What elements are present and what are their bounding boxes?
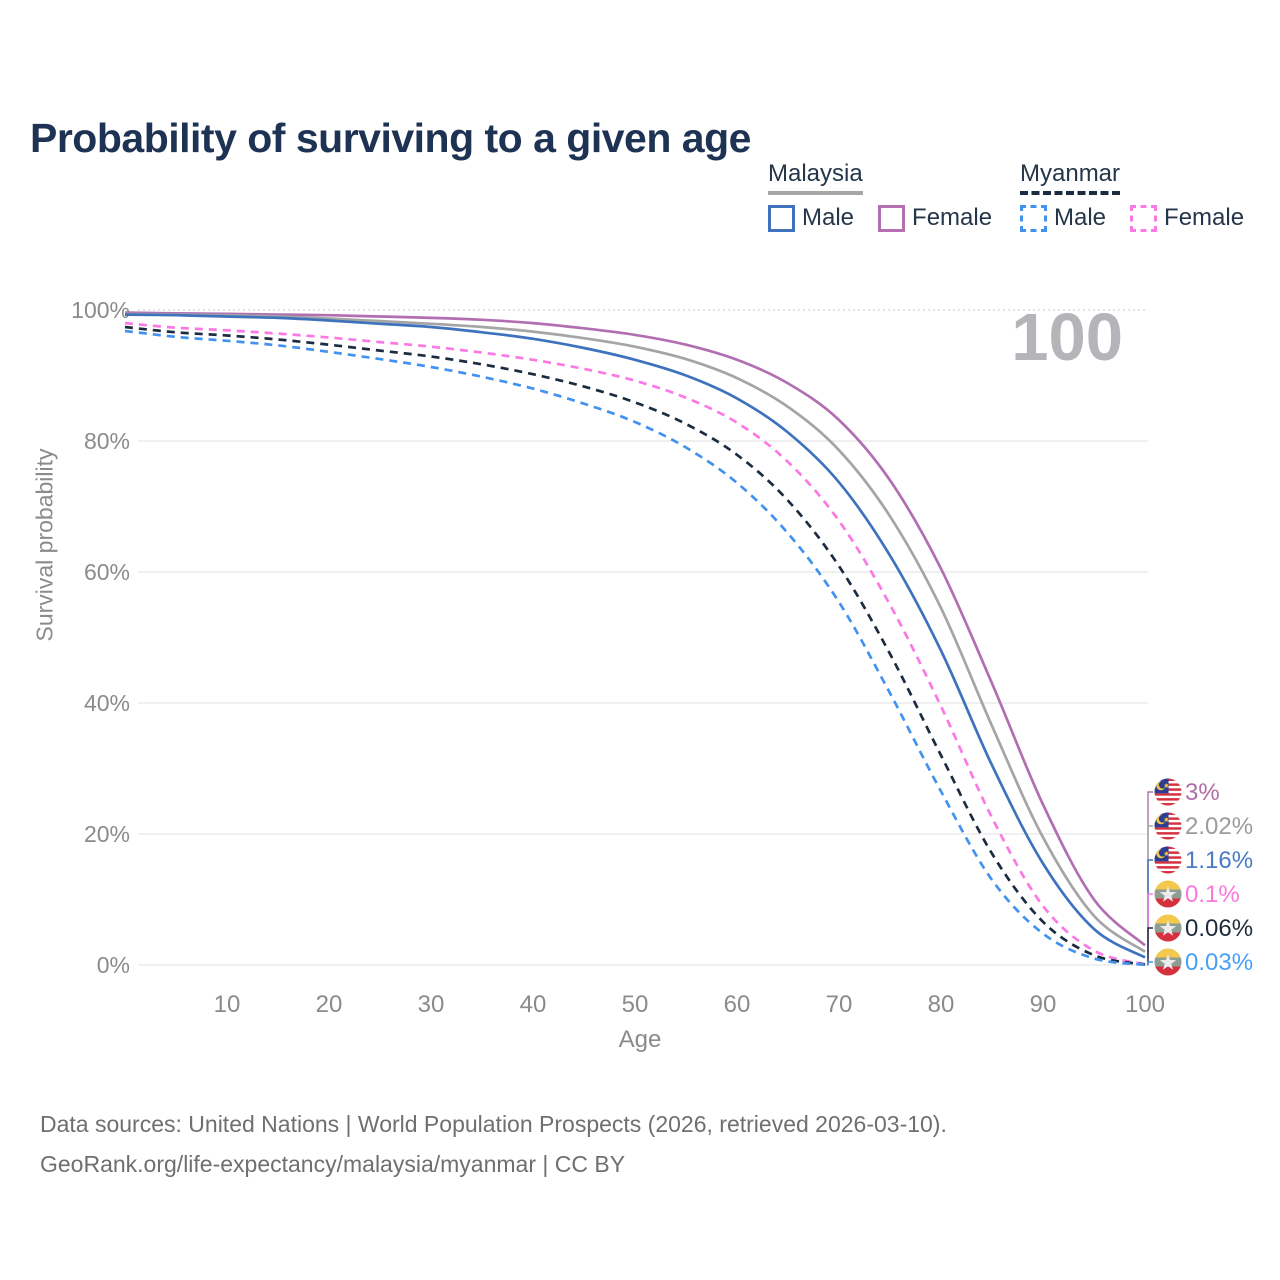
legend-group-title-myanmar: Myanmar bbox=[1020, 160, 1121, 195]
end-label-connector-myanmar-combined bbox=[1147, 927, 1153, 966]
legend-group-title-malaysia: Malaysia bbox=[768, 160, 863, 195]
age-watermark: 100 bbox=[1011, 300, 1123, 375]
x-tick-40: 40 bbox=[520, 991, 547, 1018]
malaysia-flag-icon bbox=[1154, 778, 1182, 806]
x-tick-60: 60 bbox=[724, 991, 751, 1018]
x-tick-80: 80 bbox=[928, 991, 955, 1018]
myanmar-flag-icon bbox=[1154, 948, 1182, 976]
legend-label-myanmar-female[interactable]: Female bbox=[1164, 204, 1245, 231]
x-tick-100: 100 bbox=[1125, 991, 1165, 1018]
footer-sources: Data sources: United Nations | World Pop… bbox=[40, 1111, 947, 1137]
curve-myanmar-combined[interactable] bbox=[124, 325, 1146, 966]
x-tick-90: 90 bbox=[1030, 991, 1057, 1018]
curve-malaysia-combined[interactable] bbox=[124, 312, 1146, 953]
curve-myanmar-male[interactable] bbox=[124, 329, 1146, 967]
y-tick-100: 100% bbox=[71, 297, 130, 323]
x-tick-20: 20 bbox=[316, 991, 343, 1018]
legend-swatch-malaysia-female[interactable] bbox=[878, 204, 906, 232]
malaysia-flag-icon bbox=[1154, 846, 1182, 874]
footer-attribution: GeoRank.org/life-expectancy/malaysia/mya… bbox=[40, 1151, 626, 1177]
y-tick-0: 0% bbox=[97, 952, 130, 978]
curve-malaysia-male[interactable] bbox=[124, 313, 1146, 959]
x-tick-10: 10 bbox=[214, 991, 241, 1018]
footer: Data sources: United Nations | World Pop… bbox=[40, 1104, 947, 1184]
end-label-malaysia-combined: 2.02% bbox=[1185, 813, 1253, 840]
y-tick-20: 20% bbox=[84, 821, 130, 847]
curve-myanmar-female[interactable] bbox=[124, 321, 1146, 966]
x-tick-30: 30 bbox=[418, 991, 445, 1018]
end-label-malaysia-female: 3% bbox=[1185, 779, 1220, 806]
legend-label-malaysia-male[interactable]: Male bbox=[802, 204, 855, 231]
myanmar-flag-icon bbox=[1154, 880, 1182, 908]
legend-group-malaysia: Malaysia Male Female bbox=[768, 160, 1016, 232]
y-tick-40: 40% bbox=[84, 690, 130, 716]
curve-malaysia-female[interactable] bbox=[124, 311, 1146, 947]
page-title: Probability of surviving to a given age bbox=[30, 115, 751, 162]
legend-group-myanmar: Myanmar Male Female bbox=[1020, 160, 1268, 232]
malaysia-flag-icon bbox=[1154, 812, 1182, 840]
y-axis-title: Survival probability bbox=[31, 448, 58, 642]
legend-label-malaysia-female[interactable]: Female bbox=[912, 204, 993, 231]
y-tick-60: 60% bbox=[84, 559, 130, 585]
legend-swatch-myanmar-female[interactable] bbox=[1130, 204, 1158, 232]
end-label-malaysia-male: 1.16% bbox=[1185, 847, 1253, 874]
legend-swatch-myanmar-male[interactable] bbox=[1020, 204, 1047, 232]
end-label-myanmar-female: 0.1% bbox=[1185, 881, 1240, 908]
myanmar-flag-icon bbox=[1154, 914, 1182, 942]
end-label-myanmar-male: 0.03% bbox=[1185, 949, 1253, 976]
legend-swatch-malaysia-male[interactable] bbox=[768, 204, 795, 232]
x-tick-70: 70 bbox=[826, 991, 853, 1018]
end-label-connector-myanmar-male bbox=[1147, 961, 1153, 966]
x-axis-title: Age bbox=[618, 1026, 662, 1053]
legend-label-myanmar-male[interactable]: Male bbox=[1054, 204, 1107, 231]
y-tick-80: 80% bbox=[84, 428, 130, 454]
end-label-myanmar-combined: 0.06% bbox=[1185, 915, 1253, 942]
x-tick-50: 50 bbox=[622, 991, 649, 1018]
